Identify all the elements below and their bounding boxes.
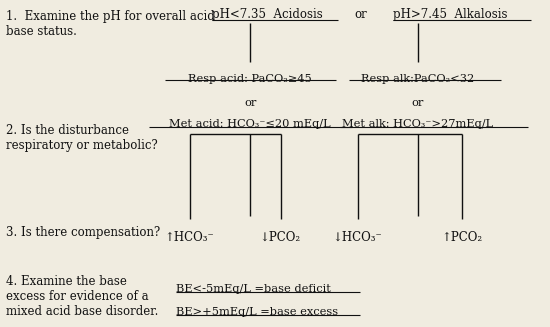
Text: pH<7.35  Acidosis: pH<7.35 Acidosis bbox=[212, 8, 322, 21]
Text: 3. Is there compensation?: 3. Is there compensation? bbox=[6, 226, 159, 239]
Text: or: or bbox=[355, 8, 367, 21]
Text: ↓PCO₂: ↓PCO₂ bbox=[260, 231, 301, 244]
Text: 1.  Examine the pH for overall acid
base status.: 1. Examine the pH for overall acid base … bbox=[6, 10, 214, 38]
Text: Resp acid: PaCO₂≥45: Resp acid: PaCO₂≥45 bbox=[188, 74, 312, 84]
Text: Met alk: HCO₃⁻>27mEq/L: Met alk: HCO₃⁻>27mEq/L bbox=[343, 119, 493, 129]
Text: ↑PCO₂: ↑PCO₂ bbox=[442, 231, 482, 244]
Text: BE<-5mEq/L =base deficit: BE<-5mEq/L =base deficit bbox=[176, 284, 331, 295]
Text: 4. Examine the base
excess for evidence of a
mixed acid base disorder.: 4. Examine the base excess for evidence … bbox=[6, 275, 158, 318]
Text: pH>7.45  Alkalosis: pH>7.45 Alkalosis bbox=[393, 8, 508, 21]
Text: 2. Is the disturbance
respiratory or metabolic?: 2. Is the disturbance respiratory or met… bbox=[6, 124, 157, 152]
Text: Met acid: HCO₃⁻≤20 mEq/L: Met acid: HCO₃⁻≤20 mEq/L bbox=[169, 119, 331, 129]
Text: ↑HCO₃⁻: ↑HCO₃⁻ bbox=[165, 231, 214, 244]
Text: or: or bbox=[244, 98, 256, 108]
Text: Resp alk:PaCO₂<32: Resp alk:PaCO₂<32 bbox=[361, 74, 475, 84]
Text: BE>+5mEq/L =base excess: BE>+5mEq/L =base excess bbox=[176, 307, 338, 318]
Text: ↓HCO₃⁻: ↓HCO₃⁻ bbox=[333, 231, 382, 244]
Text: or: or bbox=[412, 98, 424, 108]
